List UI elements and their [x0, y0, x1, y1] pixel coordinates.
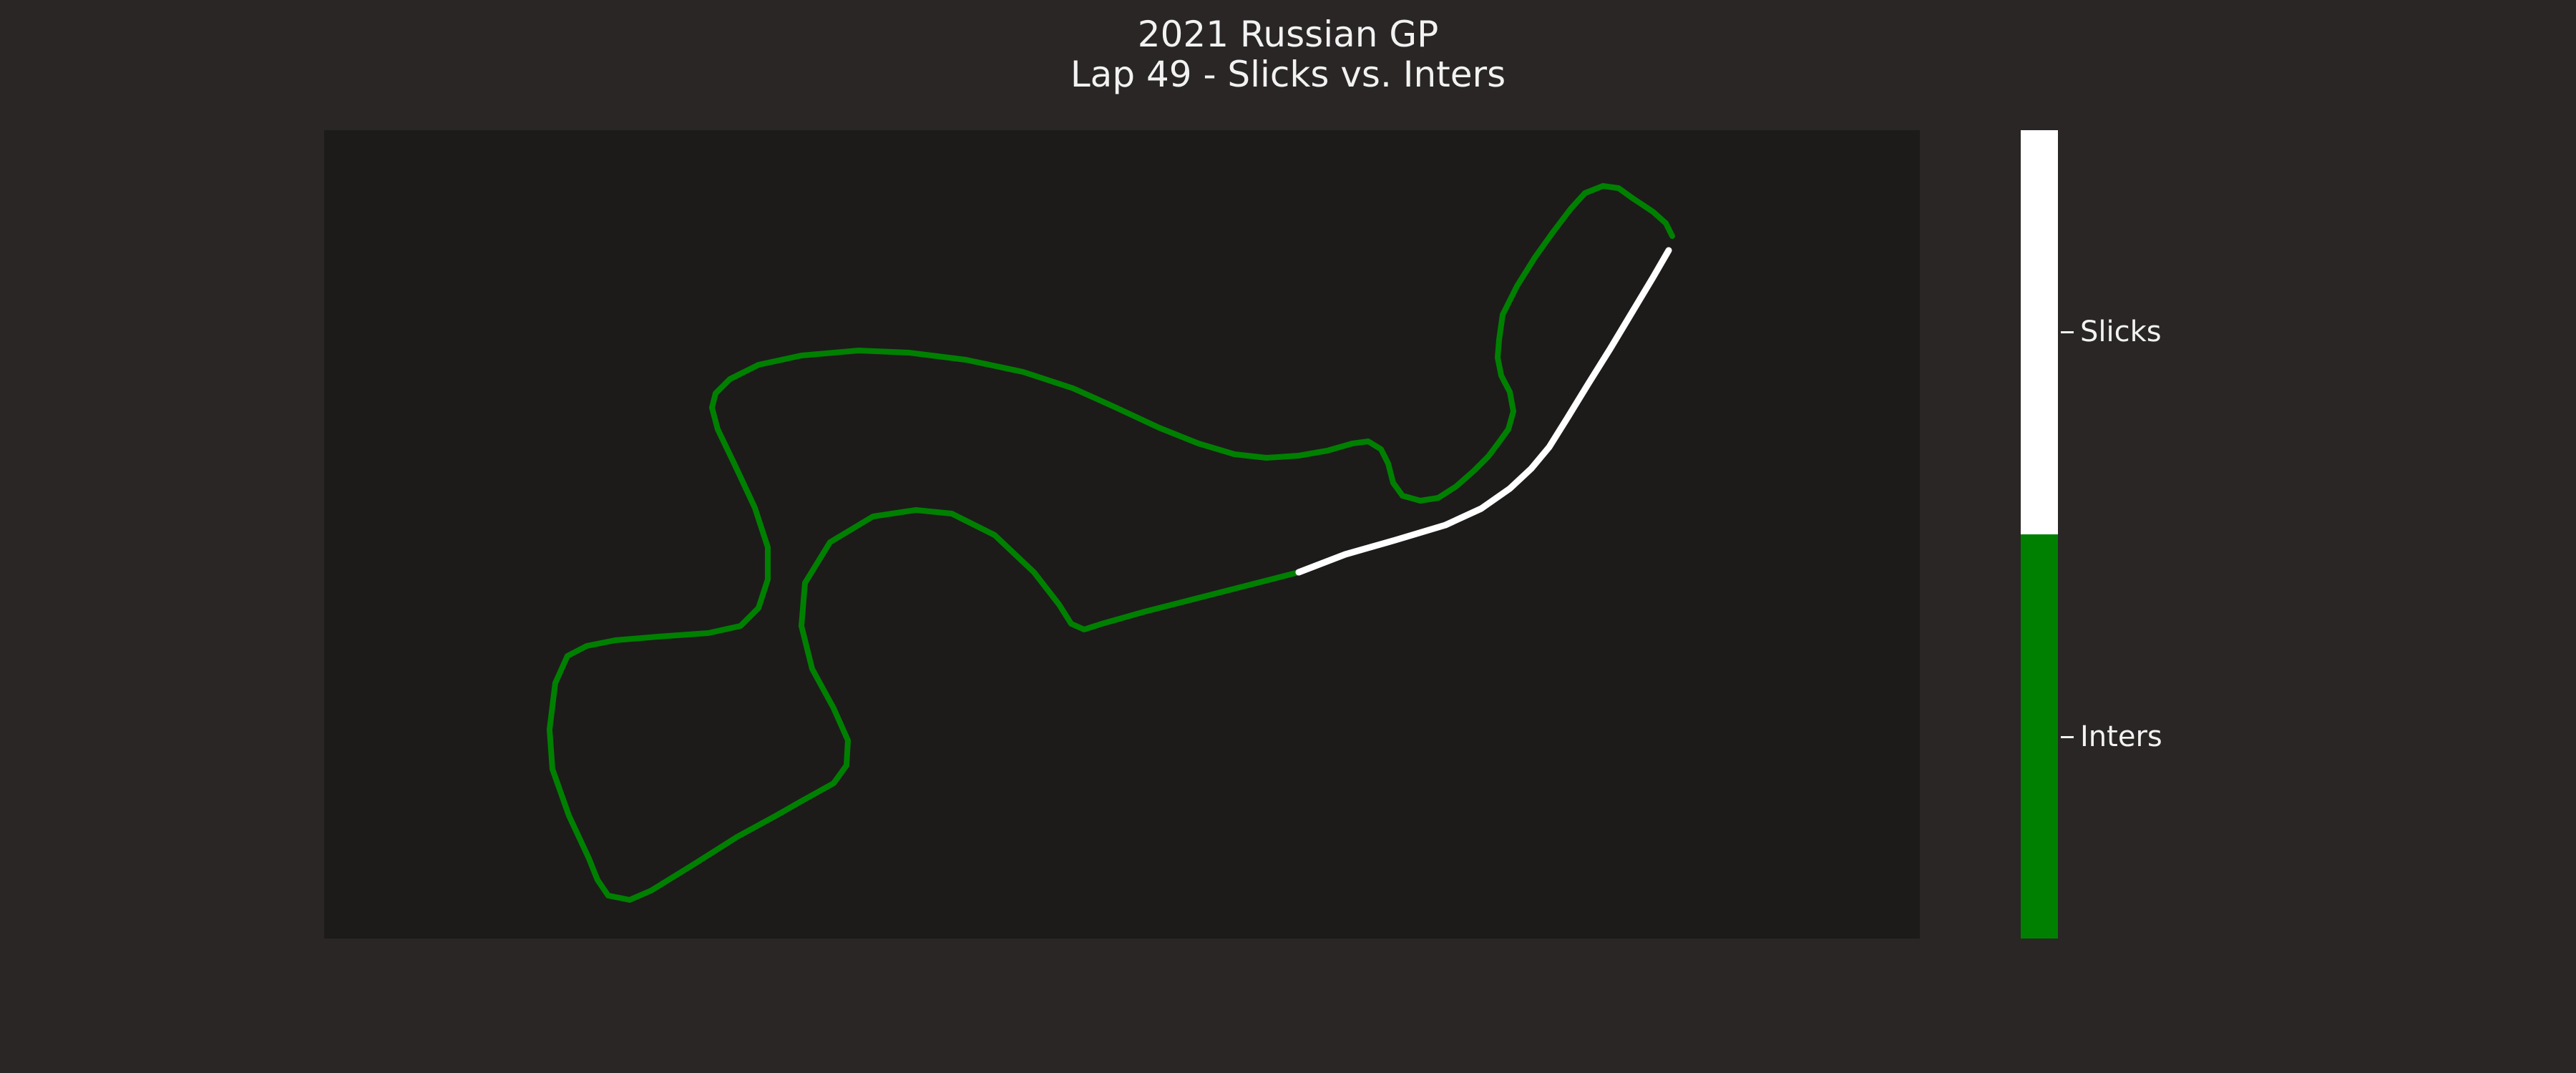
colorbar-tick-inters [2061, 736, 2074, 738]
chart-title-line-2: Lap 49 - Slicks vs. Inters [1070, 54, 1506, 95]
track-segment-slicks [1295, 247, 1672, 576]
colorbar-segment-inters [2021, 534, 2058, 939]
compound-colorbar [2021, 130, 2058, 939]
colorbar-segment-slicks [2021, 130, 2058, 534]
track-map [547, 183, 1675, 903]
colorbar-label-inters: Inters [2080, 720, 2162, 753]
chart-title-line-1: 2021 Russian GP [1137, 14, 1439, 55]
colorbar-label-slicks: Slicks [2080, 315, 2162, 348]
plot-area [324, 130, 1920, 939]
track-segment-inters [547, 183, 1675, 903]
colorbar-tick-slicks [2061, 331, 2074, 333]
